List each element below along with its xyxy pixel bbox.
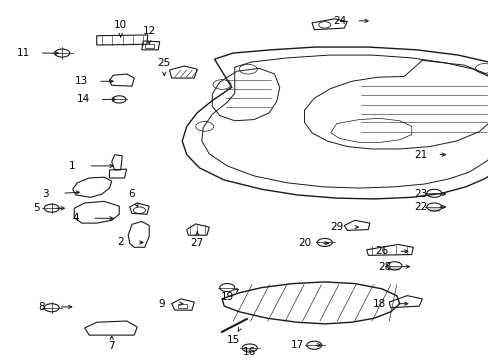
Text: 21: 21 [413,150,427,159]
Text: 14: 14 [77,94,90,104]
Text: 17: 17 [290,340,303,350]
Text: 2: 2 [117,238,124,247]
Bar [178,304,187,308]
Text: 5: 5 [33,203,40,213]
Text: 9: 9 [158,299,165,309]
Text: 29: 29 [329,222,343,232]
Text: 22: 22 [413,202,427,212]
Text: 3: 3 [42,189,49,199]
Text: 23: 23 [413,189,427,199]
Text: 8: 8 [39,302,45,312]
Text: 24: 24 [332,16,346,26]
Text: 25: 25 [157,58,170,68]
Text: 6: 6 [128,189,135,199]
Text: 7: 7 [108,341,115,351]
Text: 13: 13 [75,76,88,86]
Text: 18: 18 [372,299,386,309]
Text: 26: 26 [374,246,387,256]
Text: 1: 1 [68,161,75,171]
Text: 12: 12 [142,26,156,36]
Text: 28: 28 [377,262,390,272]
Text: 11: 11 [17,48,30,58]
Bar [145,44,154,48]
Text: 27: 27 [190,238,203,248]
Text: 19: 19 [220,292,233,302]
Text: 20: 20 [297,238,310,248]
Text: 15: 15 [226,335,240,345]
Text: 4: 4 [72,213,79,223]
Text: 16: 16 [243,347,256,357]
Text: 10: 10 [114,20,127,30]
